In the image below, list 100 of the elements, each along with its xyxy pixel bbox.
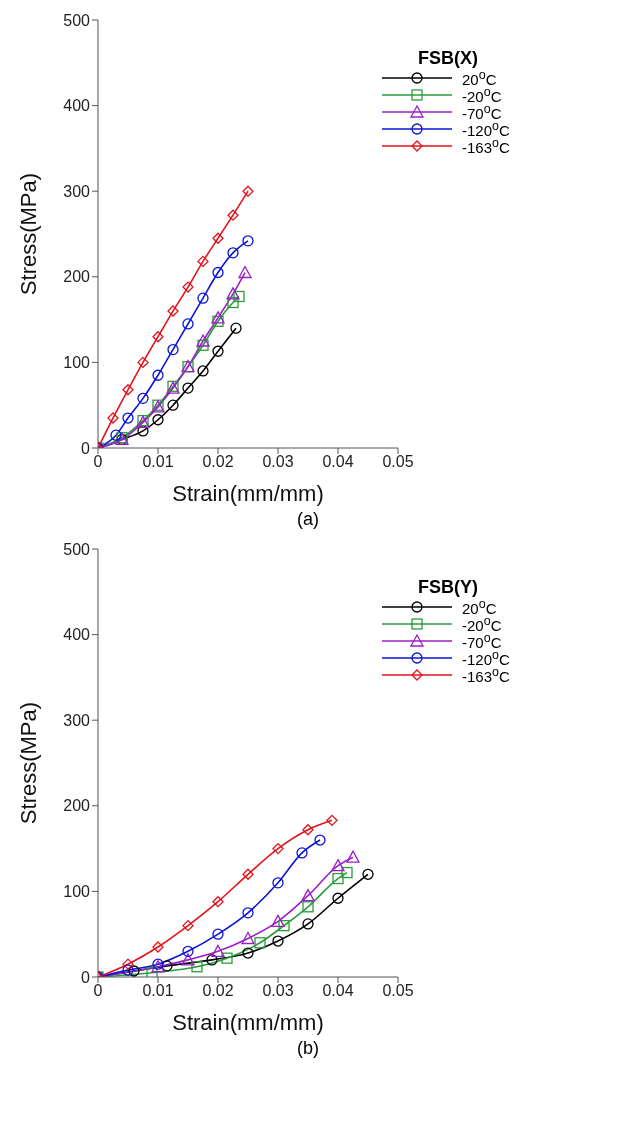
point	[242, 868, 254, 880]
point	[182, 318, 194, 330]
x-tick-label: 0.02	[202, 453, 234, 471]
point	[167, 343, 179, 356]
point	[197, 255, 209, 268]
point	[302, 918, 314, 930]
point	[211, 311, 225, 324]
point	[332, 892, 344, 904]
point	[167, 305, 179, 317]
point	[242, 907, 254, 919]
point	[107, 412, 119, 424]
point	[254, 937, 266, 949]
point	[122, 958, 134, 970]
point	[182, 945, 194, 957]
y-axis-title: Stress(MPa)	[15, 701, 41, 825]
x-tick-label: 0.03	[262, 982, 294, 1000]
y-tick-label: 400	[63, 97, 91, 115]
point	[212, 928, 224, 940]
point	[152, 941, 164, 953]
x-axis-title: Strain(mm/mm)	[172, 1010, 324, 1035]
point	[212, 266, 224, 279]
x-tick-label: 0.04	[322, 982, 354, 1000]
y-tick-label: 0	[81, 968, 91, 986]
point	[242, 185, 254, 197]
y-tick-label: 200	[63, 268, 91, 286]
y-tick-label: 300	[63, 182, 91, 200]
x-tick-label: 0	[93, 982, 103, 1000]
point	[212, 345, 224, 357]
x-tick-label: 0.01	[142, 453, 174, 471]
x-tick-label: 0.01	[142, 982, 174, 1000]
point	[137, 392, 149, 404]
point	[137, 425, 149, 437]
point	[128, 965, 140, 977]
point	[122, 412, 134, 424]
point	[233, 290, 245, 303]
point	[191, 961, 203, 973]
point	[152, 414, 164, 426]
y-tick-label: 500	[63, 11, 91, 29]
point	[230, 322, 242, 334]
point	[137, 356, 149, 369]
x-tick-label: 0.05	[382, 982, 414, 1000]
point	[152, 369, 164, 381]
y-tick-label: 200	[63, 797, 91, 815]
x-tick-label: 0.02	[202, 982, 234, 1000]
point	[182, 281, 194, 293]
point	[278, 919, 290, 932]
x-tick-label: 0.05	[382, 453, 414, 471]
point	[167, 399, 179, 411]
point	[146, 967, 158, 977]
point	[227, 296, 239, 309]
point	[272, 877, 284, 889]
point	[110, 429, 122, 441]
point	[326, 814, 338, 826]
point	[302, 901, 314, 913]
point	[197, 292, 209, 304]
point	[314, 834, 326, 846]
point	[227, 209, 239, 221]
point	[242, 235, 254, 247]
point	[272, 842, 284, 855]
point	[197, 365, 209, 377]
point	[362, 868, 374, 880]
point	[161, 960, 173, 972]
point	[211, 944, 225, 957]
y-tick-label: 300	[63, 711, 91, 729]
legend-title: FSB(X)	[418, 48, 479, 69]
point	[181, 953, 195, 966]
y-axis-title: Stress(MPa)	[15, 172, 41, 296]
point	[346, 850, 360, 863]
point	[212, 896, 224, 908]
x-tick-label: 0.04	[322, 453, 354, 471]
point	[271, 914, 285, 928]
y-tick-label: 400	[63, 626, 91, 644]
point	[182, 382, 194, 394]
point	[242, 947, 254, 959]
point	[272, 935, 284, 947]
point	[196, 334, 210, 347]
point	[302, 824, 314, 836]
text: (a)	[296, 509, 320, 531]
point	[301, 889, 315, 902]
point	[122, 964, 134, 976]
point	[226, 287, 240, 300]
point	[227, 247, 239, 259]
legend-title: FSB(Y)	[418, 577, 479, 598]
point	[212, 315, 224, 327]
point	[341, 866, 353, 879]
text: (b)	[296, 1038, 320, 1060]
x-tick-label: 0.03	[262, 453, 294, 471]
point	[206, 954, 218, 966]
point	[332, 872, 344, 885]
y-tick-label: 0	[81, 439, 91, 457]
point	[241, 931, 255, 945]
point	[238, 265, 252, 279]
x-tick-label: 0	[93, 453, 103, 471]
point	[122, 384, 134, 396]
point	[212, 232, 224, 244]
point	[152, 331, 164, 343]
point	[331, 859, 345, 872]
point	[182, 919, 194, 932]
point	[197, 339, 209, 351]
y-tick-label: 500	[63, 540, 91, 558]
